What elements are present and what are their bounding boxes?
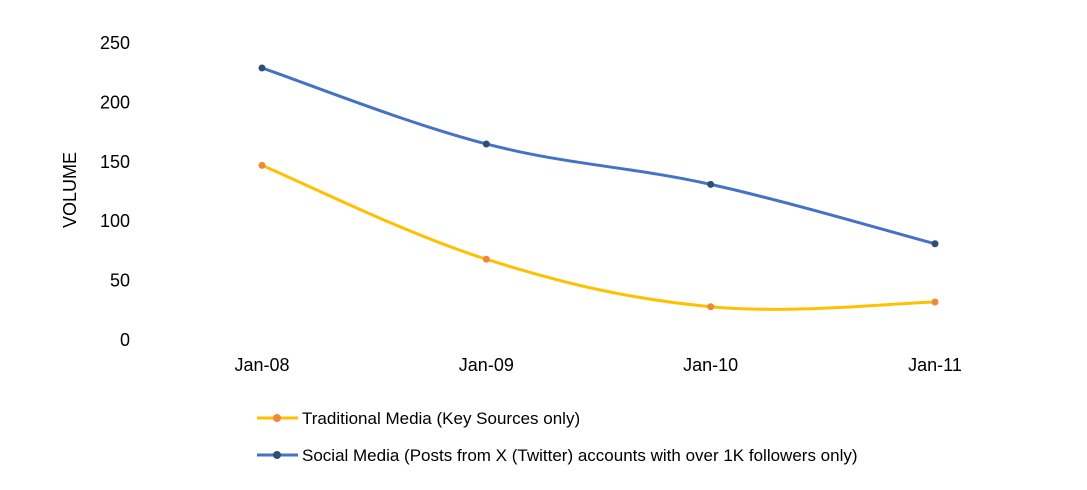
data-point (258, 161, 266, 169)
legend-label: Social Media (Posts from X (Twitter) acc… (302, 446, 858, 465)
y-tick-label: 100 (100, 211, 130, 231)
y-axis-ticks: 0 50 100 150 200 250 (100, 33, 130, 350)
y-tick-label: 0 (120, 330, 130, 350)
y-tick-label: 250 (100, 33, 130, 53)
y-tick-label: 150 (100, 152, 130, 172)
legend-swatch-marker (273, 451, 281, 459)
series-line-2 (260, 66, 937, 246)
data-point (707, 303, 715, 311)
data-point (931, 240, 939, 248)
series-lines (258, 64, 939, 311)
x-tick-label: Jan-11 (908, 355, 962, 375)
legend-swatch-marker (273, 414, 281, 422)
x-tick-label: Jan-09 (459, 355, 514, 375)
legend: Traditional Media (Key Sources only) Soci… (257, 409, 858, 465)
data-point (482, 140, 490, 148)
data-point (482, 255, 490, 263)
legend-label: Traditional Media (Key Sources only) (302, 409, 580, 428)
data-point (707, 180, 715, 188)
data-point (258, 64, 266, 72)
y-axis-title: VOLUME (60, 152, 80, 228)
x-tick-label: Jan-08 (234, 355, 289, 375)
x-tick-label: Jan-10 (683, 355, 738, 375)
y-tick-label: 50 (110, 271, 130, 291)
x-axis-ticks: Jan-08 Jan-09 Jan-10 Jan-11 (234, 355, 961, 375)
series-line-1 (260, 163, 937, 311)
y-tick-label: 200 (100, 92, 130, 112)
data-point (931, 298, 939, 306)
